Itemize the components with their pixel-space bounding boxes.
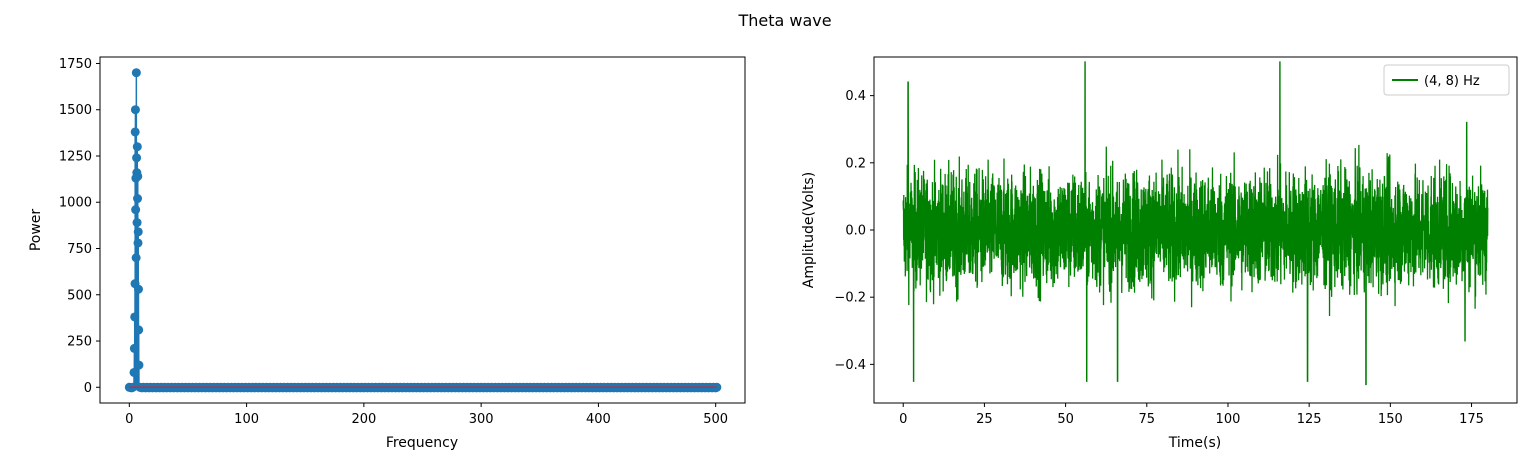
right-x-ticks: 0 25 50 75 100 125 150 175 bbox=[899, 403, 1484, 427]
stem-marker bbox=[132, 218, 142, 228]
x-tick-label: 300 bbox=[469, 412, 494, 427]
stem-marker bbox=[129, 343, 139, 353]
y-tick-label: 1250 bbox=[59, 149, 92, 164]
legend-box bbox=[1383, 64, 1510, 96]
x-tick-label: 75 bbox=[1139, 412, 1156, 427]
figure-title: Theta wave bbox=[737, 11, 831, 30]
x-tick-label: 25 bbox=[976, 412, 993, 427]
right-y-ticks: −0.4 −0.2 0.0 0.2 0.4 bbox=[834, 89, 874, 373]
y-tick-label: 1000 bbox=[59, 196, 92, 211]
left-plot-area bbox=[124, 68, 722, 393]
stem-marker bbox=[133, 238, 143, 248]
stem-marker bbox=[131, 68, 141, 78]
y-tick-label: 0.0 bbox=[845, 224, 866, 239]
y-tick-label: 1750 bbox=[59, 57, 92, 72]
stem-marker bbox=[129, 367, 139, 377]
stem-marker bbox=[134, 360, 144, 370]
y-tick-label: 0.4 bbox=[845, 89, 866, 104]
stem-marker bbox=[130, 105, 140, 115]
legend-label: (4, 8) Hz bbox=[1424, 74, 1480, 89]
y-tick-label: 500 bbox=[67, 288, 92, 303]
stem-marker bbox=[132, 153, 142, 163]
x-tick-label: 125 bbox=[1297, 412, 1322, 427]
right-y-axis-label: Amplitude(Volts) bbox=[801, 172, 817, 288]
x-tick-label: 200 bbox=[351, 412, 376, 427]
y-tick-label: 250 bbox=[67, 335, 92, 350]
x-tick-label: 400 bbox=[586, 412, 611, 427]
left-y-ticks: 0 250 500 750 1000 1250 1500 1750 bbox=[59, 57, 100, 396]
left-x-ticks: 0 100 200 300 400 500 bbox=[125, 403, 728, 427]
stem-marker bbox=[131, 205, 141, 215]
stem-marker bbox=[130, 127, 140, 137]
right-plot-area bbox=[902, 61, 1489, 386]
stem-marker bbox=[133, 227, 143, 237]
x-tick-label: 175 bbox=[1459, 412, 1484, 427]
x-tick-label: 150 bbox=[1378, 412, 1403, 427]
legend: (4, 8) Hz bbox=[1383, 64, 1510, 96]
left-axes-frame bbox=[99, 56, 746, 404]
left-y-axis-label: Power bbox=[28, 209, 44, 252]
y-tick-label: 0.2 bbox=[845, 156, 866, 171]
stem-marker bbox=[132, 142, 142, 152]
x-tick-label: 100 bbox=[1216, 412, 1241, 427]
power-spectrum-chart: 0 100 200 300 400 500 0 250 500 750 1000 1250 1500 1… bbox=[28, 56, 746, 451]
x-tick-label: 100 bbox=[234, 412, 259, 427]
stem-marker bbox=[130, 312, 140, 322]
right-x-axis-label: Time(s) bbox=[1168, 435, 1221, 451]
stem-marker bbox=[133, 171, 143, 181]
stem-marker bbox=[131, 253, 141, 263]
stem-marker bbox=[133, 194, 143, 204]
x-tick-label: 0 bbox=[899, 412, 907, 427]
left-x-axis-label: Frequency bbox=[386, 435, 458, 451]
y-tick-label: −0.2 bbox=[834, 291, 866, 306]
y-tick-label: 750 bbox=[67, 242, 92, 257]
x-tick-label: 500 bbox=[703, 412, 728, 427]
series-line-theta bbox=[902, 61, 1489, 386]
stem-marker bbox=[133, 284, 143, 294]
y-tick-label: 0 bbox=[84, 381, 92, 396]
y-tick-label: 1500 bbox=[59, 103, 92, 118]
x-tick-label: 0 bbox=[125, 412, 133, 427]
stem-marker bbox=[134, 325, 144, 335]
x-tick-label: 50 bbox=[1057, 412, 1074, 427]
y-tick-label: −0.4 bbox=[834, 358, 866, 373]
time-series-chart: 0 25 50 75 100 125 150 175 −0.4 −0.2 0.0 0.2 0.4 Ti… bbox=[801, 56, 1518, 451]
